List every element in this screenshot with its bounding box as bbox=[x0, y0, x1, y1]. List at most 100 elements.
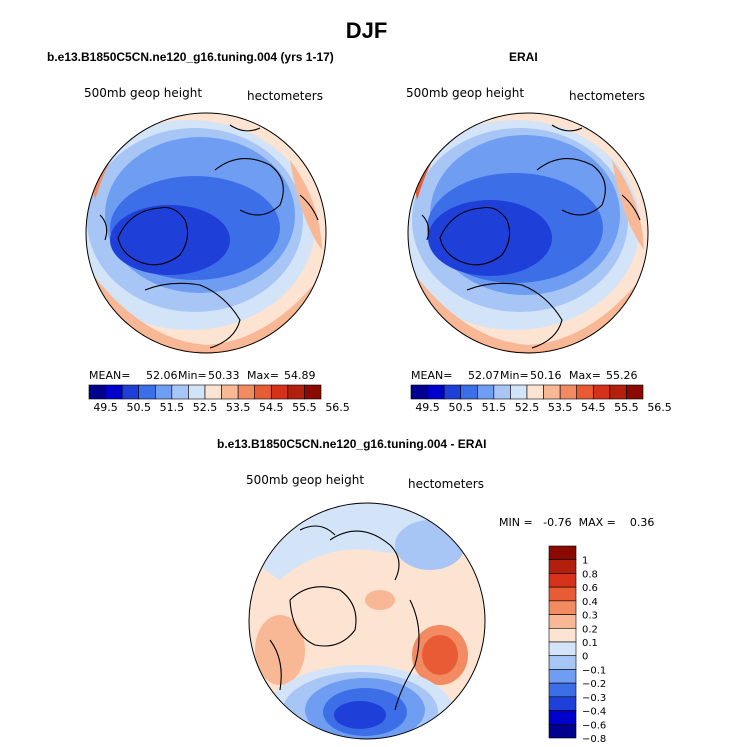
panel3-colorbar-tick: 0.6 bbox=[582, 583, 598, 594]
panel1-colorbar-box bbox=[121, 384, 140, 400]
panel2-colorbar-box bbox=[609, 384, 627, 400]
panel3-colorbar-tick: 0.4 bbox=[582, 597, 598, 608]
panel2-colorbar-box bbox=[526, 384, 544, 400]
panel3-colorbar-tick: 0.8 bbox=[582, 569, 598, 580]
panel3-colorbar-tick: −0.3 bbox=[582, 693, 606, 704]
panel3-colorbar-box bbox=[548, 723, 577, 739]
panel3-colorbar-tick: 1 bbox=[582, 556, 588, 567]
panel1-colorbar-tick: 52.5 bbox=[193, 401, 218, 414]
panel1-colorbar-box bbox=[254, 384, 272, 400]
panel3-colorbar-box bbox=[548, 641, 577, 657]
panel2-colorbar-tick: 49.5 bbox=[415, 401, 440, 414]
panel2-colorbar-box bbox=[576, 384, 594, 400]
panel1-map bbox=[86, 113, 326, 353]
panel2-subtitle: ERAI bbox=[509, 50, 538, 64]
panel3-colorbar-box bbox=[548, 573, 577, 588]
panel1-min-label: Min= bbox=[178, 369, 207, 382]
panel1-colorbar: 49.5 50.5 51.5 52.5 53.5 54.5 55.5 56.5 bbox=[88, 384, 350, 414]
panel1-colorbar-box bbox=[138, 384, 156, 400]
panel3-colorbar-box bbox=[548, 627, 577, 643]
panel1-coastlines bbox=[99, 124, 319, 349]
panel1-mean-value: 52.06 bbox=[146, 369, 178, 382]
panel3-colorbar-tick: −0.1 bbox=[582, 665, 606, 676]
panel2-mean-label: MEAN= bbox=[411, 369, 453, 382]
panel2-colorbar-tick: 53.5 bbox=[548, 401, 573, 414]
panel2-colorbar-tick: 50.5 bbox=[448, 401, 473, 414]
panel3-colorbar-tick: 0 bbox=[582, 652, 588, 663]
panel1-subtitle: b.e13.B1850C5CN.ne120_g16.tuning.004 (yr… bbox=[47, 50, 334, 64]
panel2-colorbar-tick: 55.5 bbox=[614, 401, 639, 414]
panel2-colorbar-box bbox=[443, 384, 462, 400]
panel2-max-label: Max= bbox=[569, 369, 601, 382]
panel1-colorbar-box bbox=[270, 384, 289, 400]
panel3-colorbar-tick: −0.6 bbox=[582, 720, 606, 731]
panel3-colorbar-box bbox=[548, 682, 577, 698]
panel1-left-label: 500mb geop height bbox=[84, 86, 203, 100]
panel1-colorbar-box bbox=[154, 384, 173, 400]
panel3-colorbar: 1 0.8 0.6 0.4 0.3 0.2 0.1 0 −0.1 −0.2 −0.3 −0.4 −0.6… bbox=[548, 545, 606, 745]
panel1-min-value: 50.33 bbox=[208, 369, 240, 382]
panel1-colorbar-box bbox=[188, 384, 206, 400]
panel1-colorbar-tick: 54.5 bbox=[259, 401, 284, 414]
panel3-coastlines bbox=[269, 525, 420, 711]
panel2-colorbar-box bbox=[626, 384, 644, 400]
panel3-colorbar-box bbox=[548, 545, 577, 561]
panel2-colorbar-box bbox=[427, 384, 445, 400]
panel1-colorbar-box bbox=[304, 384, 322, 400]
panel1-colorbar-tick: 51.5 bbox=[160, 401, 185, 414]
panel2-map-border bbox=[407, 112, 649, 354]
panel2-map bbox=[408, 113, 648, 353]
panel2-colorbar-tick: 56.5 bbox=[647, 401, 672, 414]
panel2-colorbar-box bbox=[493, 384, 511, 400]
panel1-colorbar-box bbox=[204, 384, 222, 400]
panel1-colorbar-box bbox=[88, 384, 106, 400]
panel2-colorbar-box bbox=[543, 384, 561, 400]
panel2-coastlines bbox=[421, 124, 641, 349]
panel3-colorbar-tick: 0.3 bbox=[582, 611, 598, 622]
panel2-colorbar-box bbox=[510, 384, 528, 400]
panel1-mean-label: MEAN= bbox=[89, 369, 131, 382]
panel1-colorbar-box bbox=[221, 384, 239, 400]
panel1-colorbar-tick: 53.5 bbox=[226, 401, 251, 414]
panel2-colorbar-tick: 54.5 bbox=[581, 401, 606, 414]
panel2-colorbar-box bbox=[410, 384, 428, 400]
panel3-colorbar-tick: −0.4 bbox=[582, 707, 606, 718]
panel2-min-label: Min= bbox=[500, 369, 529, 382]
panel3-colorbar-box bbox=[548, 655, 577, 670]
panel1-colorbar-box bbox=[171, 384, 189, 400]
panel1-max-label: Max= bbox=[247, 369, 279, 382]
panel2-colorbar-tick: 51.5 bbox=[482, 401, 507, 414]
panel3-map-border bbox=[248, 502, 486, 740]
panel1-colorbar-box bbox=[287, 384, 305, 400]
panel2-right-label: hectometers bbox=[569, 89, 645, 103]
panel3-colorbar-box bbox=[548, 559, 577, 574]
panel2-colorbar-box bbox=[476, 384, 495, 400]
panel2-colorbar-box bbox=[559, 384, 578, 400]
panel1-colorbar-tick: 49.5 bbox=[93, 401, 118, 414]
panel1-right-label: hectometers bbox=[247, 89, 323, 103]
panel3-subtitle: b.e13.B1850C5CN.ne120_g16.tuning.004 - E… bbox=[217, 437, 487, 451]
panel1-colorbar-box bbox=[105, 384, 123, 400]
panel2-mean-value: 52.07 bbox=[468, 369, 500, 382]
panel3-colorbar-tick: −0.2 bbox=[582, 679, 606, 690]
panel1-colorbar-tick: 56.5 bbox=[325, 401, 350, 414]
panel3-colorbar-tick: 0.2 bbox=[582, 624, 598, 635]
panel3-colorbar-tick: −0.8 bbox=[582, 734, 606, 745]
panel2-max-value: 55.26 bbox=[606, 369, 638, 382]
panel3-minmax: MIN = -0.76 MAX = 0.36 bbox=[499, 516, 655, 529]
panel3-right-label: hectometers bbox=[408, 477, 484, 491]
panel3-colorbar-box bbox=[548, 614, 577, 629]
panel1-max-value: 54.89 bbox=[284, 369, 316, 382]
panel2-colorbar: 49.5 50.5 51.5 52.5 53.5 54.5 55.5 56.5 bbox=[410, 384, 672, 414]
panel1-colorbar-tick: 55.5 bbox=[292, 401, 317, 414]
panel2-left-label: 500mb geop height bbox=[406, 86, 525, 100]
panel3-map bbox=[249, 503, 485, 739]
panel3-colorbar-box bbox=[548, 669, 577, 684]
panel2-colorbar-box bbox=[460, 384, 478, 400]
panel3-colorbar-box bbox=[548, 696, 577, 711]
panel3-colorbar-box bbox=[548, 710, 577, 725]
panel2-colorbar-box bbox=[592, 384, 611, 400]
figure-title: DJF bbox=[345, 18, 388, 43]
panel2-colorbar-tick: 52.5 bbox=[515, 401, 540, 414]
